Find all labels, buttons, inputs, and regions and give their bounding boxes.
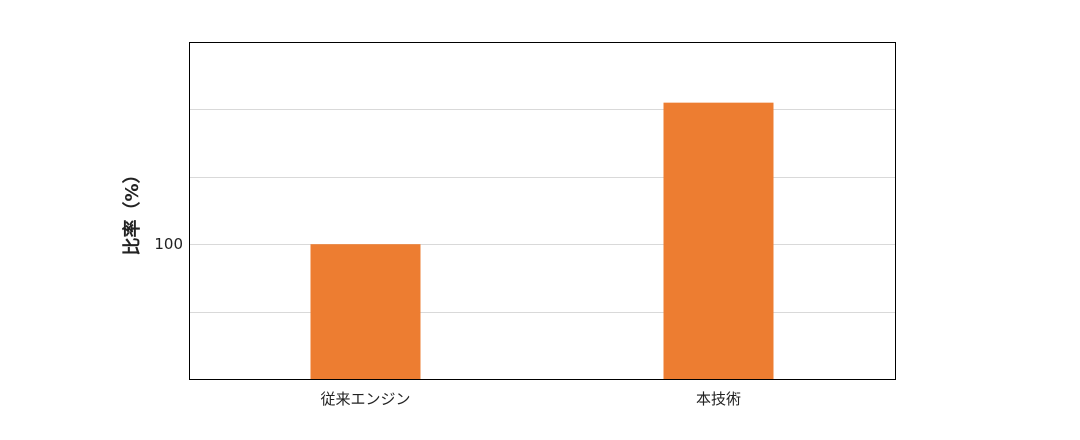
bars [310, 102, 774, 379]
gridlines [189, 109, 895, 313]
x-axis-ticks: 従来エンジン 本技術 [320, 390, 741, 408]
bar-1 [310, 244, 421, 379]
y-axis-title: 比率（%） [121, 165, 143, 255]
y-axis-ticks: 100 [154, 235, 183, 253]
y-tick-label: 100 [154, 235, 183, 253]
plot-frame [189, 42, 896, 380]
x-tick-label: 従来エンジン [320, 390, 410, 408]
bar-2 [663, 102, 774, 379]
x-tick-label: 本技術 [696, 390, 741, 408]
